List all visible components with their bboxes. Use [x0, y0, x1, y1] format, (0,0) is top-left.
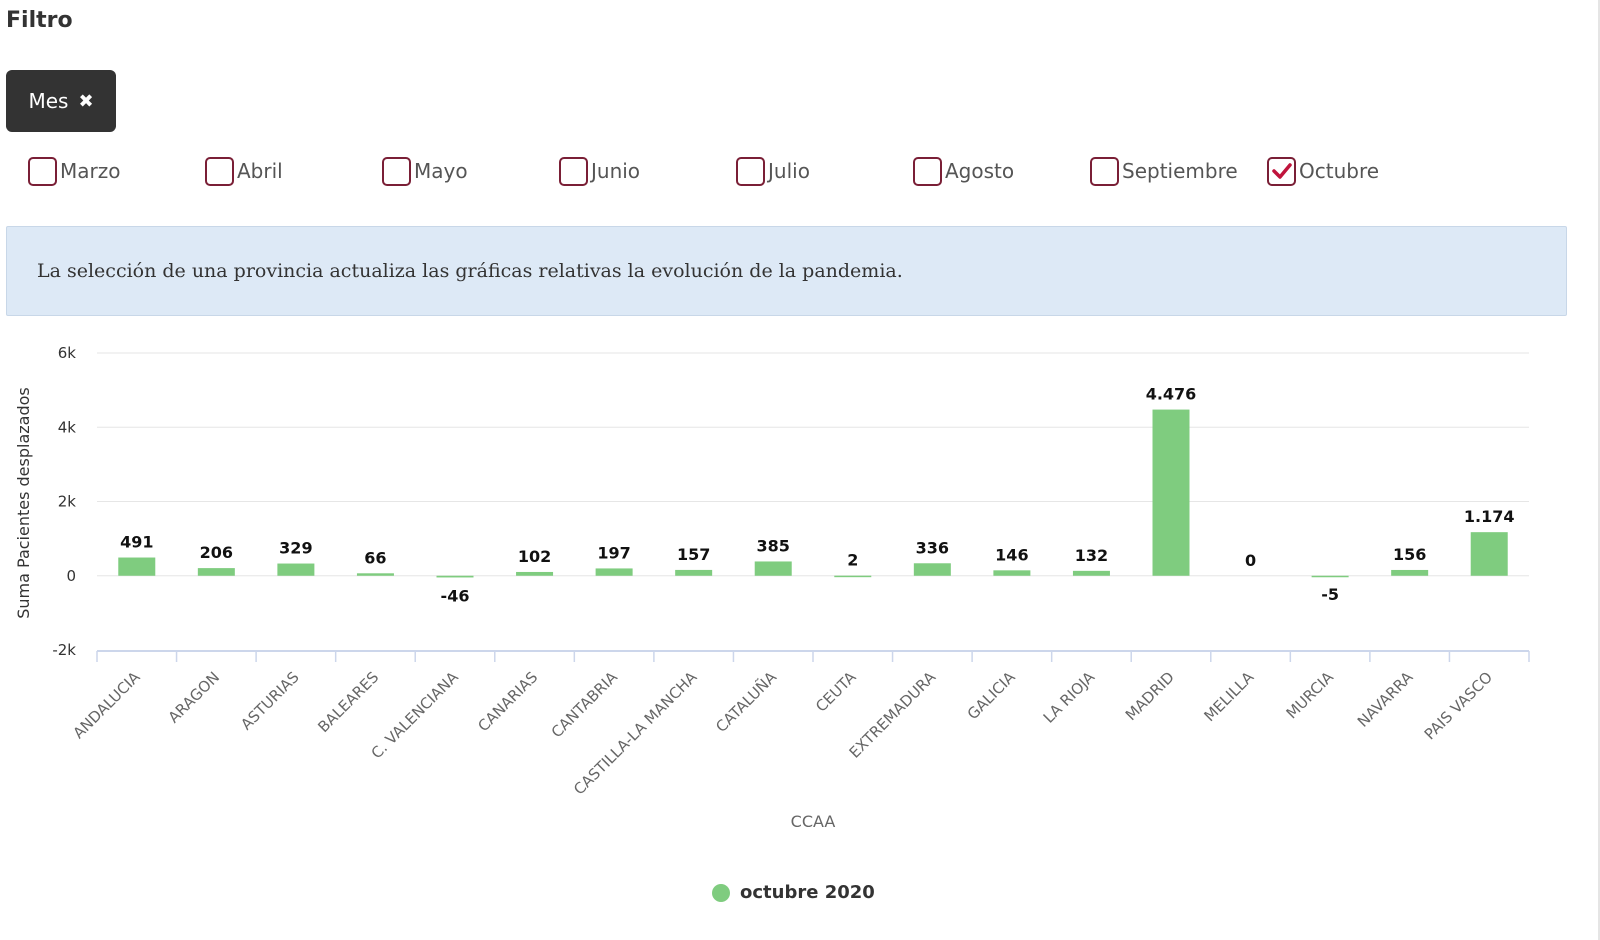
month-option-agosto[interactable]: Agosto [913, 154, 1014, 188]
checkbox[interactable] [1267, 156, 1296, 186]
data-label: 1.174 [1464, 507, 1515, 526]
month-option-abril[interactable]: Abril [205, 154, 283, 188]
data-label: -46 [441, 586, 470, 605]
page-scrollbar[interactable] [1598, 0, 1600, 940]
legend-label: octubre 2020 [740, 882, 875, 903]
data-label: 336 [916, 538, 949, 557]
data-label: 206 [200, 543, 233, 562]
data-label: 329 [279, 539, 312, 558]
x-tick-label: NAVARRA [1354, 668, 1417, 731]
bar-aragon[interactable] [197, 568, 235, 576]
bar-la-rioja[interactable] [1072, 570, 1110, 576]
checkbox[interactable] [913, 156, 942, 186]
legend-marker [712, 883, 730, 902]
data-label: 146 [995, 545, 1028, 564]
month-filter-chip[interactable]: Mes ✖ [6, 70, 116, 132]
y-tick-label: 6k [58, 344, 77, 362]
month-label: Septiembre [1122, 159, 1238, 183]
bar-chart: 6k 4k 2k 0 -2k 491 ANDALUCIA 206 ARAGON 329 ASTURI… [14, 344, 1530, 831]
y-tick-label: -2k [52, 641, 76, 659]
month-label: Agosto [945, 159, 1015, 183]
data-label: 2 [847, 551, 858, 570]
month-option-junio[interactable]: Junio [559, 154, 640, 188]
bar-galicia[interactable] [993, 570, 1031, 576]
bar-castilla-la-mancha[interactable] [675, 569, 713, 576]
data-label: 4.476 [1146, 385, 1197, 404]
y-axis-title: Suma Pacientes desplazados [14, 387, 33, 619]
chip-label: Mes [28, 89, 69, 113]
y-tick-label: 0 [66, 567, 76, 585]
x-tick-label: CATALUÑA [712, 667, 781, 736]
checkbox[interactable] [1090, 156, 1119, 186]
bar-cantabria[interactable] [595, 568, 633, 576]
x-tick-label: MURCIA [1283, 668, 1338, 723]
month-label: Mayo [414, 159, 468, 183]
bar-navarra[interactable] [1391, 569, 1429, 576]
x-tick-label: CANARIAS [474, 668, 541, 735]
bar-canarias[interactable] [516, 571, 554, 576]
data-label: 102 [518, 547, 551, 566]
x-tick-label: PAIS VASCO [1421, 668, 1496, 743]
bar-cataluña[interactable] [754, 561, 792, 576]
x-tick-label: ANDALUCIA [70, 668, 145, 743]
data-label: 157 [677, 545, 710, 564]
x-tick-label: MELILLA [1200, 668, 1257, 725]
checkbox[interactable] [736, 156, 765, 186]
x-tick-label: MADRID [1122, 668, 1178, 724]
chart-legend[interactable]: octubre 2020 [712, 882, 875, 903]
close-icon[interactable]: ✖ [78, 90, 94, 112]
month-label: Marzo [60, 159, 121, 183]
month-label: Junio [591, 159, 641, 183]
info-alert: La selección de una provincia actualiza … [6, 226, 1567, 316]
month-option-marzo[interactable]: Marzo [28, 154, 120, 188]
x-tick-label: ASTURIAS [237, 668, 302, 733]
x-tick-label: BALEARES [314, 668, 382, 736]
x-tick-label: GALICIA [964, 668, 1020, 724]
x-tick-label: LA RIOJA [1040, 668, 1099, 727]
info-message: La selección de una provincia actualiza … [37, 260, 903, 282]
bar-c-valenciana[interactable] [436, 575, 474, 578]
bar-ceuta[interactable] [834, 575, 872, 578]
data-label: 132 [1075, 546, 1108, 565]
bar-madrid[interactable] [1152, 409, 1190, 576]
checkbox[interactable] [205, 156, 234, 186]
bar-extremadura[interactable] [913, 563, 951, 576]
checkbox[interactable] [559, 156, 588, 186]
month-label: Octubre [1299, 159, 1380, 183]
data-label: 0 [1245, 551, 1256, 570]
checkbox[interactable] [28, 156, 57, 186]
month-label: Julio [768, 159, 810, 183]
x-tick-label: EXTREMADURA [846, 668, 940, 762]
month-checkbox-group: Marzo Abril Mayo Junio Julio Agosto Septiembre… [28, 154, 1588, 190]
x-tick-label: ARAGON [165, 668, 224, 727]
month-option-julio[interactable]: Julio [736, 154, 810, 188]
x-tick-label: C. VALENCIANA [368, 668, 463, 763]
month-option-septiembre[interactable]: Septiembre [1090, 154, 1238, 188]
x-tick-label: CEUTA [812, 668, 860, 716]
x-tick-label: CANTABRIA [548, 668, 622, 742]
data-label: 385 [757, 536, 790, 555]
month-label: Abril [237, 159, 283, 183]
month-option-mayo[interactable]: Mayo [382, 154, 468, 188]
bar-murcia[interactable] [1311, 575, 1349, 578]
bar-asturias[interactable] [277, 563, 315, 576]
data-label: 491 [120, 533, 153, 552]
data-label: 66 [364, 548, 386, 567]
data-label: 156 [1393, 545, 1426, 564]
filter-title: Filtro [6, 8, 73, 33]
y-tick-label: 2k [58, 493, 77, 511]
y-tick-label: 4k [58, 418, 77, 436]
bar-pais-vasco[interactable] [1470, 532, 1508, 576]
checkbox[interactable] [382, 156, 411, 186]
month-option-octubre[interactable]: Octubre [1267, 154, 1379, 188]
data-label: -5 [1321, 585, 1339, 604]
data-label: 197 [597, 543, 630, 562]
x-axis-title: CCAA [791, 812, 836, 831]
bar-baleares[interactable] [356, 573, 394, 576]
check-icon [1271, 163, 1292, 179]
bar-andalucia[interactable] [118, 557, 156, 576]
